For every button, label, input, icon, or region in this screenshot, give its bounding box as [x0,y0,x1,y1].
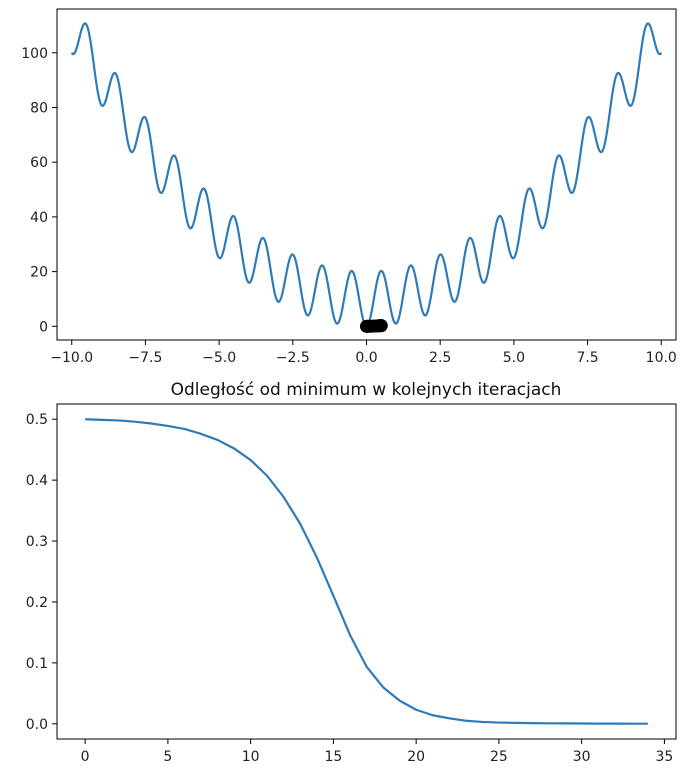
x-tick-label: 35 [656,749,674,765]
y-tick-label: 60 [30,155,48,171]
series-line [70,22,663,328]
y-tick-label: 20 [30,265,48,281]
iteration-point [360,319,373,333]
function-plot-frame [56,8,677,341]
x-tick-label: 0 [81,749,90,765]
x-tick-label: −7.5 [128,350,162,366]
y-tick-label: 0.0 [26,717,48,733]
y-tick-label: 0.1 [26,656,48,672]
x-tick-label: 20 [407,749,425,765]
series-line [85,418,648,725]
y-tick-label: 40 [30,210,48,226]
y-tick-label: 80 [30,100,48,116]
function-plot-panel: −10.0 −7.5 −5.0 −2.5 0.0 2.5 5.0 7.5 10.0 0 20 40 6… [21,8,677,366]
y-tick-label: 0.2 [26,595,48,611]
x-tick-label: 0.0 [355,350,377,366]
x-tick-label: −5.0 [202,350,236,366]
y-tick-label: 0.3 [26,534,48,550]
x-tick-label: 10.0 [646,350,677,366]
x-tick-label: 30 [573,749,591,765]
x-tick-label: 5.0 [503,350,525,366]
x-tick-label: 7.5 [576,350,598,366]
x-tick-label: −2.5 [276,350,310,366]
distance-plot-frame [56,403,677,740]
y-tick-label: 0 [39,319,48,335]
x-tick-label: 25 [490,749,508,765]
x-tick-label: 15 [324,749,342,765]
y-tick-label: 100 [21,46,48,62]
distance-plot-title: Odległość od minimum w kolejnych iteracj… [171,380,562,400]
x-tick-label: −10.0 [50,350,93,366]
x-tick-label: 2.5 [429,350,451,366]
y-tick-label: 0.5 [26,412,48,428]
x-tick-label: 10 [242,749,260,765]
distance-plot-panel: Odległość od minimum w kolejnych iteracj… [26,380,677,765]
y-tick-label: 0.4 [26,473,48,489]
x-tick-label: 5 [163,749,172,765]
